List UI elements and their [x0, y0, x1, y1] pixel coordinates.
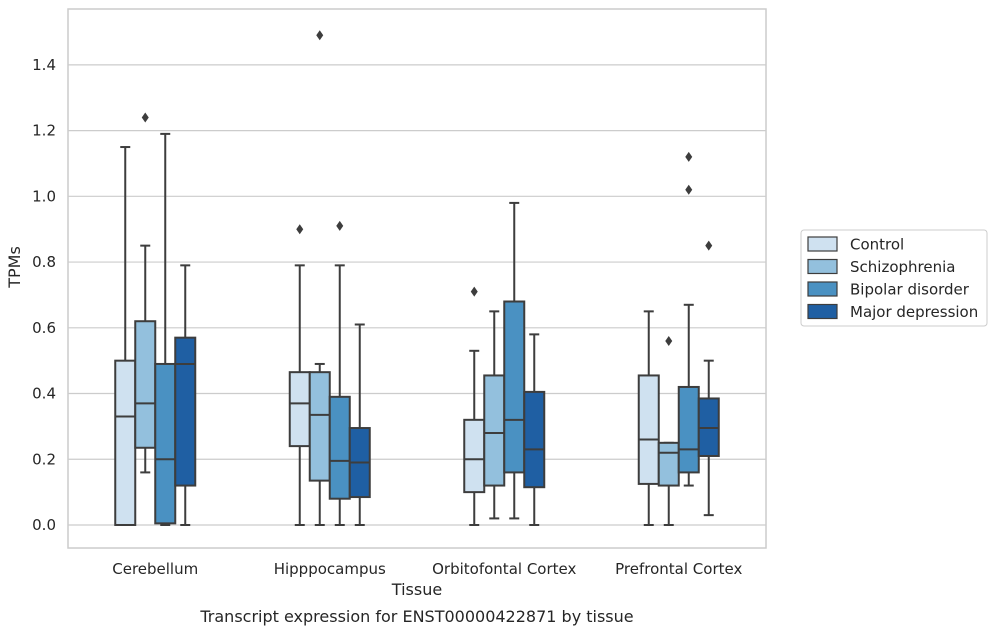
- box-body: [154, 362, 177, 525]
- y-tick-label: 0.2: [32, 450, 56, 468]
- plot-frame: [67, 8, 767, 549]
- box-body: [134, 320, 157, 449]
- x-tick-label: Orbitofontal Cortex: [432, 560, 576, 578]
- legend-swatch: [807, 281, 838, 297]
- outlier-point: [336, 220, 344, 231]
- box-body: [288, 371, 311, 448]
- box-bipolar-disorder: [154, 132, 177, 526]
- box-body: [114, 359, 137, 526]
- x-tick-label: Hipppocampus: [274, 560, 386, 578]
- box-body: [523, 390, 546, 489]
- outlier-point: [685, 184, 693, 195]
- x-axis-label: Tissue: [391, 580, 442, 599]
- x-tick-labels: Cerebellum Hipppocampus Orbitofontal Corte…: [112, 560, 742, 578]
- box-control: [288, 224, 311, 526]
- legend-label: Bipolar disorder: [850, 281, 970, 299]
- x-tick-label: Cerebellum: [112, 560, 198, 578]
- legend-swatch: [807, 258, 838, 275]
- y-tick-labels: 0.0 0.2 0.4 0.6 0.8 1.0 1.2 1.4: [32, 56, 56, 534]
- box-control: [114, 146, 137, 526]
- box-schizophrenia: [134, 112, 157, 474]
- box-bipolar-disorder: [677, 151, 700, 487]
- legend-label: Schizophrenia: [850, 258, 955, 276]
- box-body: [308, 371, 331, 482]
- y-tick-label: 0.6: [32, 319, 56, 337]
- outlier-point: [470, 286, 478, 297]
- box-major-depression: [523, 333, 546, 526]
- box-body: [463, 418, 486, 494]
- y-tick-label: 0.0: [32, 516, 56, 534]
- legend: Control Schizophrenia Bipolar disorder Majo…: [800, 229, 988, 327]
- y-tick-label: 0.8: [32, 253, 56, 271]
- chart-caption: Transcript expression for ENST0000042287…: [199, 607, 633, 626]
- box-schizophrenia: [308, 30, 331, 526]
- y-tick-label: 0.4: [32, 385, 56, 403]
- outlier-point: [141, 112, 149, 123]
- outlier-point: [705, 240, 713, 251]
- box-schizophrenia: [483, 310, 506, 520]
- box-major-depression: [174, 264, 197, 526]
- box-control: [637, 310, 660, 526]
- box-body: [677, 385, 700, 474]
- box-major-depression: [348, 323, 371, 526]
- y-tick-label: 1.4: [32, 56, 56, 74]
- box-plots: [114, 30, 720, 526]
- box-control: [463, 286, 486, 526]
- y-tick-label: 1.0: [32, 187, 56, 205]
- box-bipolar-disorder: [503, 201, 526, 520]
- box-major-depression: [697, 240, 720, 517]
- box-body: [328, 395, 351, 500]
- box-schizophrenia: [657, 335, 680, 526]
- box-body: [483, 374, 506, 487]
- outlier-point: [665, 335, 673, 346]
- legend-items: Control Schizophrenia Bipolar disorder Majo…: [807, 236, 978, 321]
- legend-frame: [800, 229, 988, 327]
- box-bipolar-disorder: [328, 220, 351, 526]
- x-tick-label: Prefrontal Cortex: [615, 560, 742, 578]
- legend-swatch: [807, 303, 838, 320]
- outlier-point: [296, 224, 304, 235]
- y-tick-label: 1.2: [32, 122, 56, 140]
- legend-label: Control: [850, 236, 904, 254]
- y-axis-label: TPMs: [5, 246, 24, 289]
- box-body: [637, 374, 660, 485]
- outlier-point: [316, 30, 324, 41]
- outlier-point: [685, 151, 693, 162]
- legend-label: Major depression: [850, 303, 978, 321]
- legend-swatch: [807, 236, 838, 252]
- box-body: [657, 441, 680, 487]
- box-body: [503, 300, 526, 474]
- box-body: [174, 336, 197, 487]
